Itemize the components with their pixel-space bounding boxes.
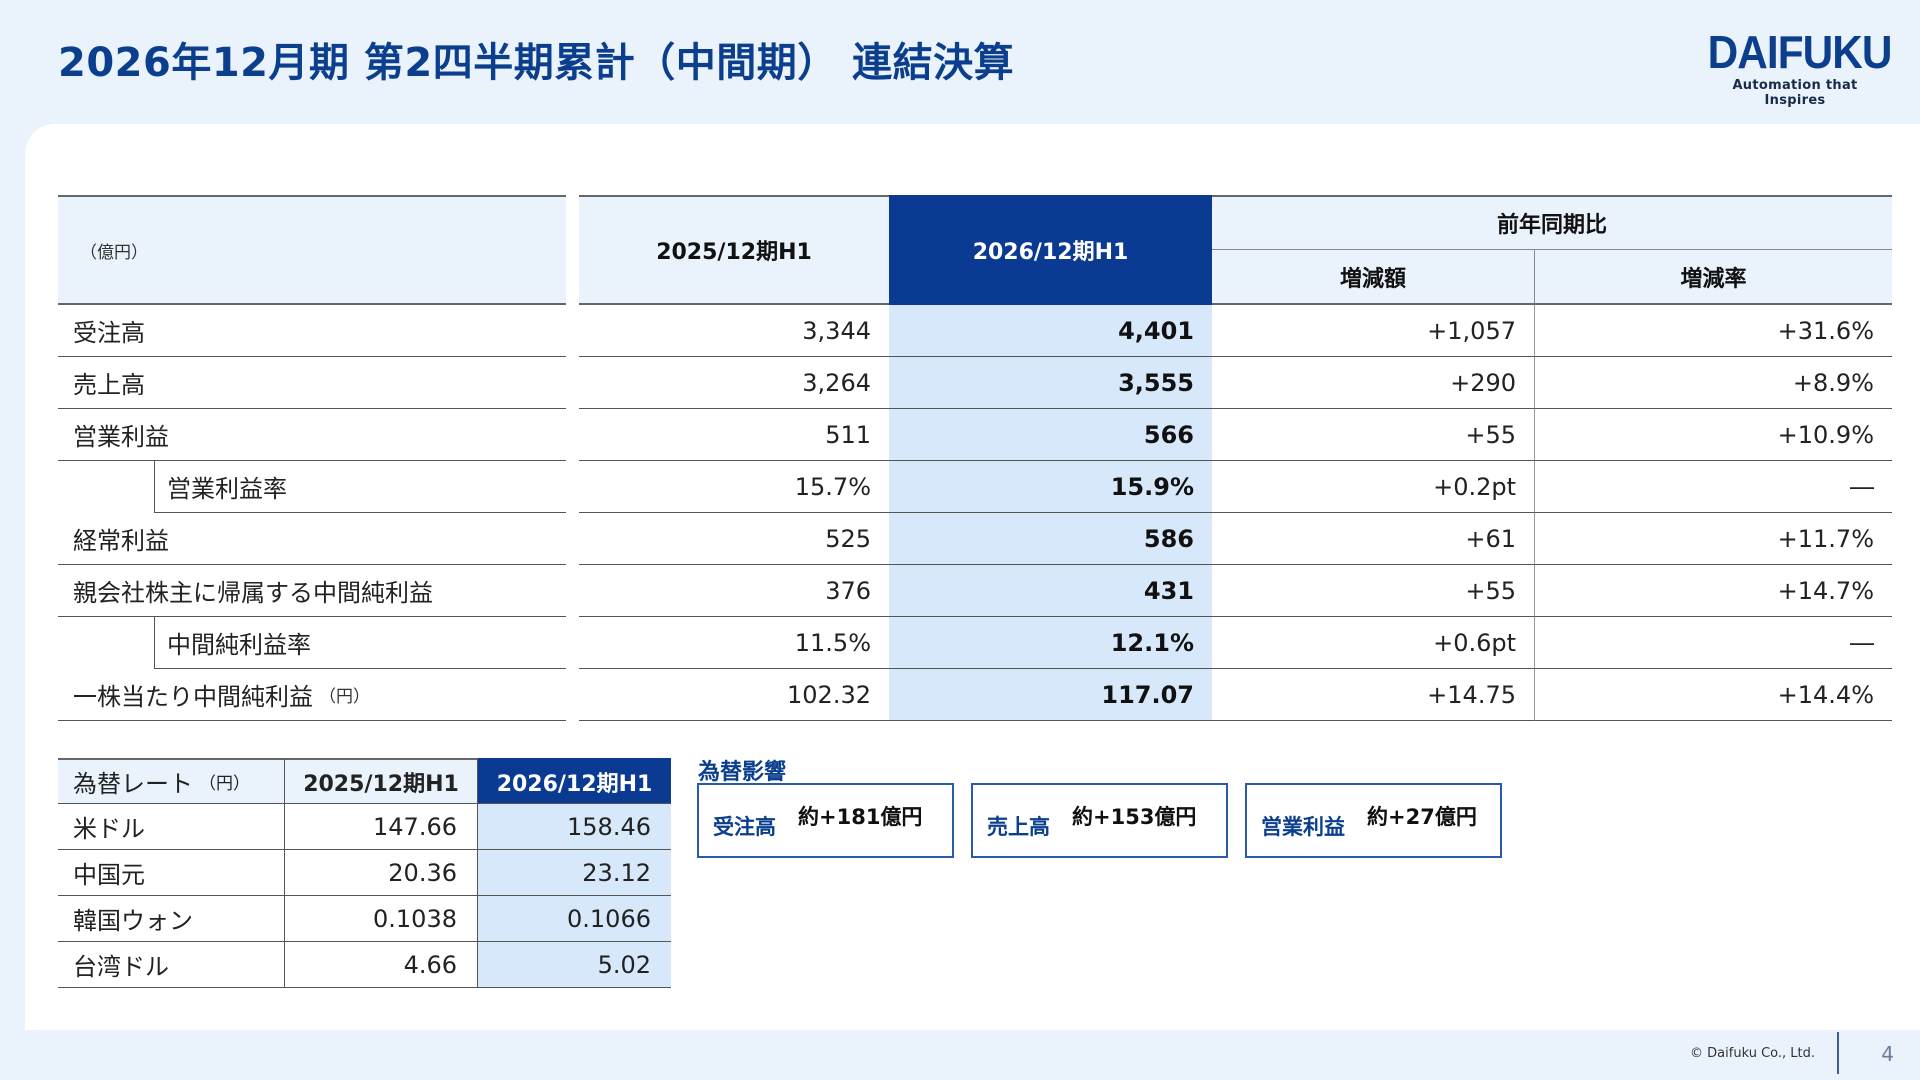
row-label: 一株当たり中間純利益 （円） xyxy=(58,669,566,721)
cell-rate: +10.9% xyxy=(1535,409,1892,461)
impact-label: 営業利益 xyxy=(1261,814,1345,839)
unit-label: （億円） xyxy=(58,195,566,305)
cell-2026: 586 xyxy=(889,513,1212,565)
logo-tagline: Automation that Inspires xyxy=(1732,78,1858,108)
impact-label: 受注高 xyxy=(713,814,776,839)
fx-impact-title: 為替影響 xyxy=(698,760,787,785)
cell-2026: 566 xyxy=(889,409,1212,461)
fx-rate-table: 為替レート （円） 2025/12期H1 2026/12期H1 米ドル 147.6… xyxy=(58,758,671,988)
column-header-2025: 2025/12期H1 xyxy=(579,195,889,305)
results-table: （億円） 2025/12期H1 2026/12期H1 前年同期比 増減額 増減率… xyxy=(58,195,1892,721)
fx-impact-orders: 受注高 約+181億円 xyxy=(697,783,954,858)
cell-2025: 511 xyxy=(579,409,889,461)
cell-2026: 4,401 xyxy=(889,305,1212,357)
cell-2025: 102.32 xyxy=(579,669,889,721)
cell-rate: +14.4% xyxy=(1535,669,1892,721)
cell-diff: +1,057 xyxy=(1212,305,1535,357)
row-label: 売上高 xyxy=(58,357,566,409)
cell-rate: ― xyxy=(1535,617,1892,669)
content-panel: （億円） 2025/12期H1 2026/12期H1 前年同期比 増減額 増減率… xyxy=(25,124,1920,1030)
cell-2025: 11.5% xyxy=(579,617,889,669)
cell-2026: 431 xyxy=(889,565,1212,617)
cell-diff: +61 xyxy=(1212,513,1535,565)
row-label: 中間純利益率 xyxy=(154,617,566,669)
row-label: 受注高 xyxy=(58,305,566,357)
fx-cell-2026: 0.1066 xyxy=(478,896,671,942)
row-unit: （円） xyxy=(319,687,370,707)
table-row: 親会社株主に帰属する中間純利益 376 431 +55 +14.7% xyxy=(58,565,1892,617)
cell-2025: 3,264 xyxy=(579,357,889,409)
fx-column-header-2025: 2025/12期H1 xyxy=(285,758,478,804)
fx-impact-operating-income: 営業利益 約+27億円 xyxy=(1245,783,1502,858)
table-row: 一株当たり中間純利益 （円） 102.32 117.07 +14.75 +14.4… xyxy=(58,669,1892,721)
fx-cell-2026: 158.46 xyxy=(478,804,671,850)
fx-cell-2026: 23.12 xyxy=(478,850,671,896)
table-row: 経常利益 525 586 +61 +11.7% xyxy=(58,513,1892,565)
table-row: 売上高 3,264 3,555 +290 +8.9% xyxy=(58,357,1892,409)
logo-wordmark: DAIFUKU xyxy=(1707,26,1893,78)
cell-rate: +14.7% xyxy=(1535,565,1892,617)
cell-rate: ― xyxy=(1535,461,1892,513)
company-logo: DAIFUKU Automation that Inspires xyxy=(1700,26,1893,108)
row-label: 経常利益 xyxy=(58,513,566,565)
cell-diff: +0.2pt xyxy=(1212,461,1535,513)
page-title: 2026年12月期 第2四半期累計（中間期） 連結決算 xyxy=(58,40,1015,86)
cell-2026: 15.9% xyxy=(889,461,1212,513)
page-number: 4 xyxy=(1881,1042,1894,1066)
cell-2026: 117.07 xyxy=(889,669,1212,721)
cell-2025: 3,344 xyxy=(579,305,889,357)
cell-rate: +11.7% xyxy=(1535,513,1892,565)
fx-row: 台湾ドル 4.66 5.02 xyxy=(58,942,671,988)
fx-cell-2025: 20.36 xyxy=(285,850,478,896)
impact-value: 約+153億円 xyxy=(1072,804,1197,829)
impact-value: 約+27億円 xyxy=(1367,804,1477,829)
table-row: 営業利益率 15.7% 15.9% +0.2pt ― xyxy=(58,461,1892,513)
cell-diff: +55 xyxy=(1212,565,1535,617)
column-header-yoy: 前年同期比 xyxy=(1212,195,1892,250)
column-header-diff: 増減額 xyxy=(1212,250,1535,305)
copyright: © Daifuku Co., Ltd. xyxy=(1690,1046,1815,1061)
fx-label-header: 為替レート （円） xyxy=(58,758,285,804)
fx-cell-2025: 4.66 xyxy=(285,942,478,988)
cell-2025: 376 xyxy=(579,565,889,617)
impact-value: 約+181億円 xyxy=(798,804,923,829)
fx-cell-2025: 0.1038 xyxy=(285,896,478,942)
fx-cell-2025: 147.66 xyxy=(285,804,478,850)
cell-2025: 15.7% xyxy=(579,461,889,513)
cell-2025: 525 xyxy=(579,513,889,565)
table-row: 営業利益 511 566 +55 +10.9% xyxy=(58,409,1892,461)
row-label: 親会社株主に帰属する中間純利益 xyxy=(58,565,566,617)
results-table-header: （億円） 2025/12期H1 2026/12期H1 前年同期比 増減額 増減率 xyxy=(58,195,1892,305)
fx-cell-2026: 5.02 xyxy=(478,942,671,988)
cell-rate: +8.9% xyxy=(1535,357,1892,409)
fx-table-header: 為替レート （円） 2025/12期H1 2026/12期H1 xyxy=(58,758,671,804)
impact-label: 売上高 xyxy=(987,814,1050,839)
cell-diff: +290 xyxy=(1212,357,1535,409)
column-header-2026: 2026/12期H1 xyxy=(889,195,1212,305)
footer-divider xyxy=(1837,1032,1839,1074)
currency-name: 台湾ドル xyxy=(58,942,285,988)
row-label: 営業利益率 xyxy=(154,461,566,513)
column-header-rate: 増減率 xyxy=(1535,250,1892,305)
cell-diff: +55 xyxy=(1212,409,1535,461)
fx-row: 米ドル 147.66 158.46 xyxy=(58,804,671,850)
row-label: 営業利益 xyxy=(58,409,566,461)
fx-row: 中国元 20.36 23.12 xyxy=(58,850,671,896)
fx-row: 韓国ウォン 0.1038 0.1066 xyxy=(58,896,671,942)
table-row: 中間純利益率 11.5% 12.1% +0.6pt ― xyxy=(58,617,1892,669)
cell-rate: +31.6% xyxy=(1535,305,1892,357)
fx-impact-sales: 売上高 約+153億円 xyxy=(971,783,1228,858)
cell-diff: +0.6pt xyxy=(1212,617,1535,669)
cell-2026: 12.1% xyxy=(889,617,1212,669)
currency-name: 韓国ウォン xyxy=(58,896,285,942)
currency-name: 米ドル xyxy=(58,804,285,850)
table-row: 受注高 3,344 4,401 +1,057 +31.6% xyxy=(58,305,1892,357)
cell-diff: +14.75 xyxy=(1212,669,1535,721)
currency-name: 中国元 xyxy=(58,850,285,896)
cell-2026: 3,555 xyxy=(889,357,1212,409)
fx-column-header-2026: 2026/12期H1 xyxy=(478,758,671,804)
